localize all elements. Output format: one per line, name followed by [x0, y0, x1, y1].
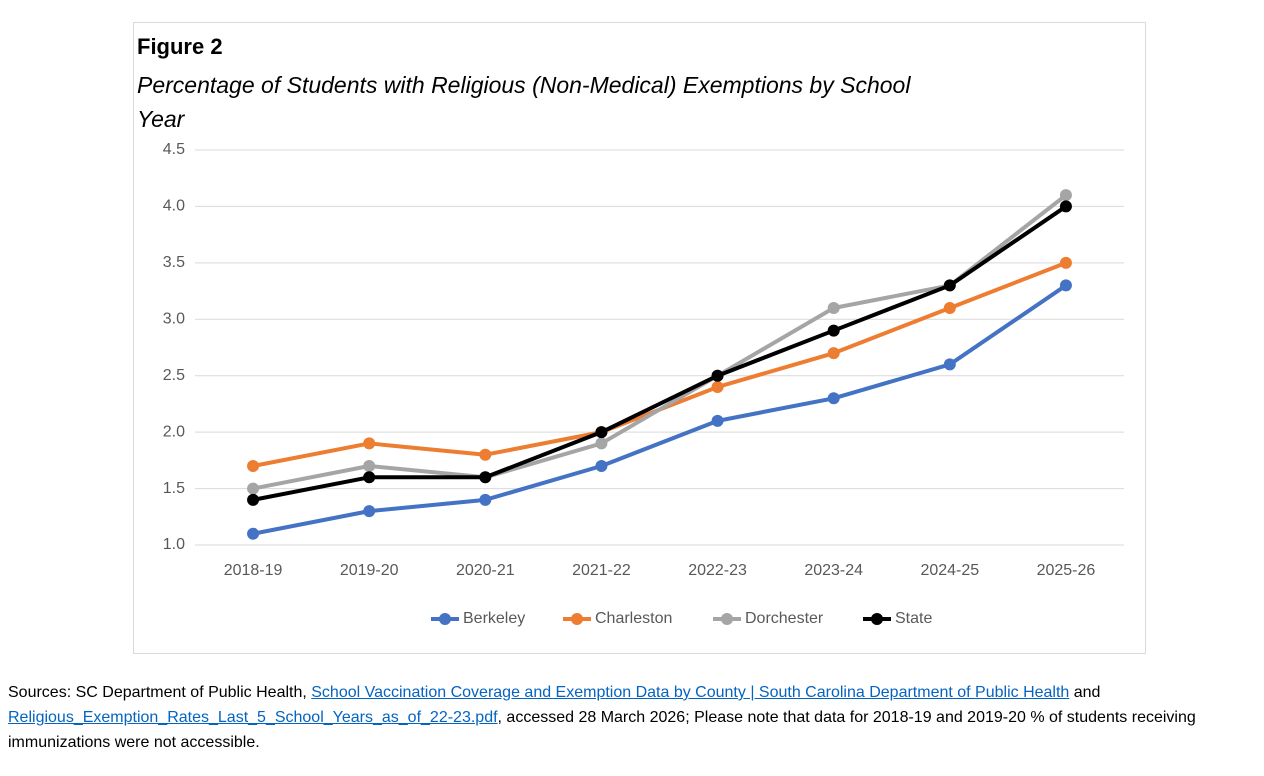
data-point: [363, 471, 376, 484]
y-tick-label: 4.5: [163, 141, 185, 158]
data-point: [1059, 279, 1072, 292]
y-tick-label: 4.0: [163, 198, 185, 215]
legend-label: Berkeley: [463, 610, 525, 627]
x-tick-label: 2024-25: [920, 562, 979, 579]
source-link[interactable]: School Vaccination Coverage and Exemptio…: [311, 684, 1070, 701]
legend-label: State: [895, 610, 932, 627]
sources-text: Sources: SC Department of Public Health,: [8, 684, 312, 701]
data-point: [711, 414, 724, 427]
y-tick-label: 3.5: [163, 254, 185, 271]
y-tick-label: 2.0: [163, 423, 185, 440]
y-tick-label: 3.0: [163, 311, 185, 328]
data-point: [247, 527, 260, 540]
data-point: [247, 482, 260, 495]
x-tick-label: 2019-20: [340, 562, 399, 579]
source-link[interactable]: Religious_Exemption_Rates_Last_5_School_…: [8, 709, 498, 726]
sources-note: Sources: SC Department of Public Health,…: [8, 680, 1258, 755]
legend-label: Charleston: [595, 610, 672, 627]
legend-marker: [439, 613, 451, 625]
legend-label: Dorchester: [745, 610, 824, 627]
data-point: [595, 437, 608, 450]
data-point: [247, 493, 260, 506]
data-point: [1059, 189, 1072, 202]
data-point: [1059, 200, 1072, 213]
data-point: [711, 369, 724, 382]
y-tick-label: 1.0: [163, 536, 185, 553]
data-point: [943, 302, 956, 314]
data-point: [711, 381, 724, 393]
y-tick-label: 2.5: [163, 367, 185, 384]
data-point: [595, 426, 608, 439]
chart-title: Figure 2: [137, 34, 223, 59]
data-point: [479, 493, 492, 506]
data-point: [943, 279, 956, 292]
x-tick-label: 2018-19: [224, 562, 283, 579]
sources-text: , accessed 28 March 2026; Please note th…: [8, 709, 1196, 751]
chart-frame: [133, 22, 1146, 654]
series-line: [252, 193, 1068, 491]
legend-marker: [721, 613, 733, 625]
data-point: [827, 302, 840, 314]
data-point: [363, 505, 376, 518]
series-line: [252, 283, 1068, 536]
series-line: [252, 204, 1068, 502]
x-tick-label: 2022-23: [688, 562, 747, 579]
x-tick-label: 2021-22: [572, 562, 631, 579]
data-point: [479, 471, 492, 484]
data-point: [247, 460, 260, 472]
data-point: [827, 347, 840, 360]
x-tick-label: 2023-24: [804, 562, 863, 579]
x-tick-label: 2025-26: [1037, 562, 1096, 579]
data-point: [595, 460, 608, 472]
data-point: [943, 358, 956, 371]
data-point: [363, 460, 376, 472]
chart-subtitle: Percentage of Students with Religious (N…: [137, 72, 911, 132]
data-point: [827, 392, 840, 405]
data-point: [363, 437, 376, 450]
legend-marker: [571, 613, 583, 625]
data-point: [827, 324, 840, 337]
y-tick-label: 1.5: [163, 480, 185, 497]
chart: 1.0 1.5 2.0 2.5 3.0 3.5 4.0 4.5 2018-19 2019-20 20…: [163, 141, 1124, 627]
data-point: [479, 448, 492, 461]
data-point: [1059, 256, 1072, 269]
sources-text: and: [1069, 684, 1101, 701]
legend-marker: [871, 613, 883, 625]
x-tick-label: 2020-21: [456, 562, 515, 579]
